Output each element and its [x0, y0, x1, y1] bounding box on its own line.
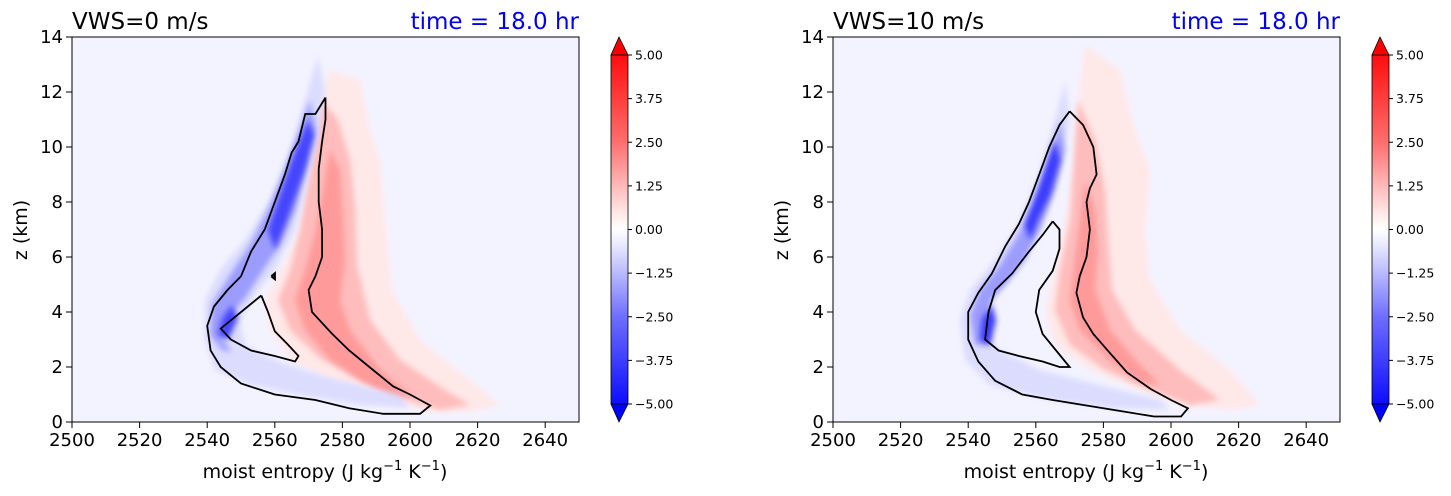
y-tick-label: 14 — [40, 27, 63, 48]
panel-title: VWS=10 m/s — [833, 9, 984, 35]
y-axis: 0 2 4 6 8 10 12 14 — [801, 27, 833, 433]
x-axis: 2500 2520 2540 2560 2580 2600 2620 2640 — [810, 36, 1341, 451]
colorbar-tick-label: 2.50 — [635, 135, 663, 150]
y-tick-label: 10 — [40, 137, 63, 158]
y-tick-label: 12 — [801, 82, 824, 103]
colorbar-tick-label: 0.00 — [635, 222, 663, 237]
x-tick-label: 2520 — [117, 430, 163, 451]
x-tick-label: 2540 — [184, 430, 230, 451]
time-label: time = 18.0 hr — [411, 9, 580, 35]
x-tick-label: 2580 — [319, 430, 365, 451]
time-label: time = 18.0 hr — [1172, 9, 1341, 35]
colorbar-extend-max — [610, 36, 629, 56]
contourf-field — [960, 45, 1260, 418]
colorbar-tick-label: 3.75 — [635, 91, 663, 106]
x-tick-label: 2520 — [878, 430, 924, 451]
y-axis: 0 2 4 6 8 10 12 14 — [40, 27, 72, 433]
y-tick-label: 4 — [813, 302, 824, 323]
y-tick-label: 10 — [801, 137, 824, 158]
colorbar-tick-label: 0.00 — [1396, 222, 1424, 237]
axes-frame — [832, 36, 1341, 423]
colorbar-tick-label: 1.25 — [1396, 178, 1424, 193]
contour-line-outer — [967, 110, 1190, 418]
colorbar-bar — [610, 54, 629, 405]
chart-panel-vws10: VWS=10 m/s time = 18.0 hr 2500 2520 2540 25… — [771, 9, 1341, 483]
colorbar-tick-label: −3.75 — [635, 353, 673, 368]
negative-anomaly-strong — [218, 120, 314, 340]
x-tick-label: 2560 — [1013, 430, 1059, 451]
colorbar-tick-label: −3.75 — [1396, 353, 1434, 368]
x-tick-label: 2620 — [455, 430, 501, 451]
x-axis: 2500 2520 2540 2560 2580 2600 2620 2640 — [49, 36, 580, 451]
y-tick-label: 14 — [801, 27, 824, 48]
axes-frame — [71, 36, 580, 423]
y-tick-label: 12 — [40, 82, 63, 103]
negative-anomaly-mid — [210, 100, 316, 352]
chart-panel-vws0: VWS=0 m/s time = 18.0 hr 2500 2520 2540 256… — [10, 9, 580, 483]
x-tick-label: 2620 — [1216, 430, 1262, 451]
colorbar-vws0: 5.00 3.75 2.50 1.25 0.00 −1.25 −2.50 −3.75 −5.00 — [610, 36, 673, 423]
x-tick-label: 2600 — [387, 430, 433, 451]
panel-title: VWS=0 m/s — [72, 9, 208, 35]
contour-line-inner — [984, 220, 1072, 368]
y-axis-label: z (km) — [10, 200, 32, 260]
colorbar-tick-label: −1.25 — [1396, 266, 1434, 281]
y-tick-label: 2 — [52, 357, 63, 378]
colorbar-extend-min — [1371, 403, 1390, 423]
contour-line-outer — [206, 97, 432, 415]
y-tick-label: 0 — [813, 412, 824, 433]
contour-line-small — [270, 271, 276, 282]
negative-anomaly-strong — [980, 140, 1060, 345]
colorbar-tick-label: −2.50 — [1396, 309, 1434, 324]
x-tick-label: 2580 — [1080, 430, 1126, 451]
y-axis-label: z (km) — [771, 200, 793, 260]
y-tick-label: 0 — [52, 412, 63, 433]
colorbar-tick-label: 2.50 — [1396, 135, 1424, 150]
x-tick-label: 2600 — [1148, 430, 1194, 451]
negative-anomaly-mid — [970, 120, 1065, 345]
x-tick-label: 2560 — [252, 430, 298, 451]
colorbar-tick-label: −2.50 — [635, 309, 673, 324]
x-tick-label: 2500 — [49, 430, 95, 451]
colorbar-tick-label: 5.00 — [1396, 48, 1424, 63]
y-tick-label: 6 — [52, 247, 63, 268]
y-tick-label: 4 — [52, 302, 63, 323]
y-tick-label: 8 — [52, 192, 63, 213]
x-tick-label: 2640 — [522, 430, 568, 451]
colorbar-tick-label: 3.75 — [1396, 91, 1424, 106]
colorbar-vws10: 5.00 3.75 2.50 1.25 0.00 −1.25 −2.50 −3.75 −5.00 — [1371, 36, 1434, 423]
contourf-field — [205, 55, 500, 415]
colorbar-tick-label: 1.25 — [635, 178, 663, 193]
x-axis-label: moist entropy (J kg−1 K−1) — [964, 459, 1209, 483]
x-tick-label: 2540 — [945, 430, 991, 451]
y-tick-label: 8 — [813, 192, 824, 213]
y-tick-label: 6 — [813, 247, 824, 268]
positive-anomaly-strong — [295, 150, 410, 400]
x-tick-label: 2640 — [1283, 430, 1329, 451]
colorbar-extend-min — [610, 403, 629, 423]
colorbar-extend-max — [1371, 36, 1390, 56]
colorbar-tick-label: 5.00 — [635, 48, 663, 63]
colorbar-bar — [1371, 54, 1390, 405]
y-tick-label: 2 — [813, 357, 824, 378]
x-axis-label: moist entropy (J kg−1 K−1) — [203, 459, 448, 483]
contour-line-inner — [219, 294, 300, 363]
colorbar-tick-label: −5.00 — [1396, 397, 1434, 412]
colorbar-tick-label: −5.00 — [635, 397, 673, 412]
x-tick-label: 2500 — [810, 430, 856, 451]
colorbar-tick-label: −1.25 — [635, 266, 673, 281]
